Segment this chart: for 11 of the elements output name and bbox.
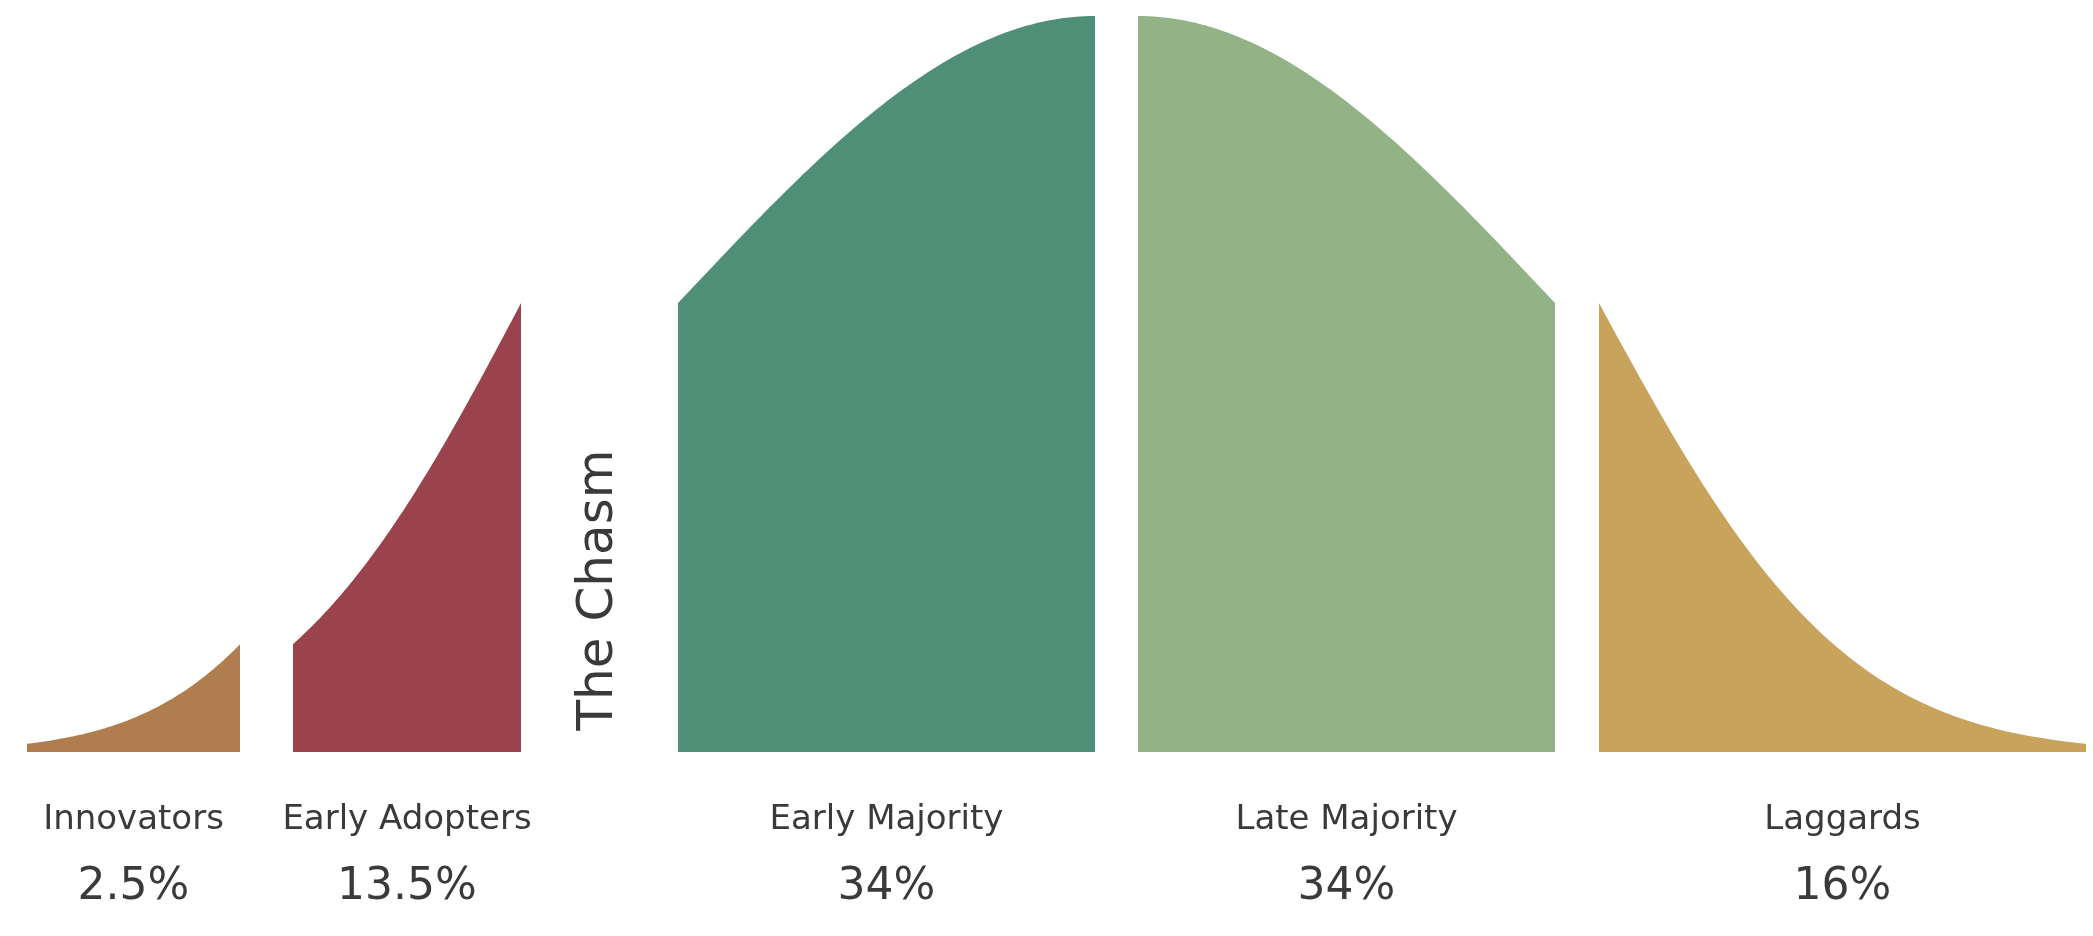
data-label: 34%	[837, 858, 936, 910]
category-label: Innovators	[43, 796, 224, 837]
data-label: 34%	[1297, 858, 1396, 910]
data-label: 2.5%	[77, 858, 190, 910]
text: The Chasm	[566, 449, 625, 732]
data-label: 13.5%	[337, 858, 477, 910]
category-label: Laggards	[1764, 796, 1921, 837]
category-label: Late Majority	[1235, 796, 1458, 837]
category-label: Early Majority	[769, 796, 1004, 837]
category-label: Early Adopters	[282, 796, 532, 837]
data-label: 16%	[1793, 858, 1892, 910]
